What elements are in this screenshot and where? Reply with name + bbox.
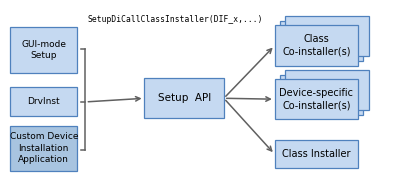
Text: Device-specific
Co-installer(s): Device-specific Co-installer(s)	[280, 88, 353, 111]
FancyBboxPatch shape	[285, 16, 369, 56]
FancyBboxPatch shape	[275, 79, 358, 119]
FancyBboxPatch shape	[144, 78, 224, 118]
Text: Class
Co-installer(s): Class Co-installer(s)	[282, 34, 351, 57]
FancyBboxPatch shape	[275, 25, 358, 66]
FancyBboxPatch shape	[280, 75, 363, 115]
Text: DrvInst: DrvInst	[27, 97, 60, 106]
Text: Custom Device
Installation
Application: Custom Device Installation Application	[9, 132, 78, 164]
FancyBboxPatch shape	[10, 87, 77, 116]
Text: SetupDiCallClassInstaller(DIF_x,...): SetupDiCallClassInstaller(DIF_x,...)	[88, 15, 263, 24]
FancyBboxPatch shape	[285, 70, 369, 110]
FancyBboxPatch shape	[280, 21, 363, 61]
FancyBboxPatch shape	[10, 27, 77, 73]
Text: GUI-mode
Setup: GUI-mode Setup	[21, 40, 66, 60]
Text: Setup  API: Setup API	[158, 93, 211, 103]
FancyBboxPatch shape	[10, 126, 77, 171]
FancyBboxPatch shape	[275, 140, 358, 168]
Text: Class Installer: Class Installer	[282, 149, 351, 159]
